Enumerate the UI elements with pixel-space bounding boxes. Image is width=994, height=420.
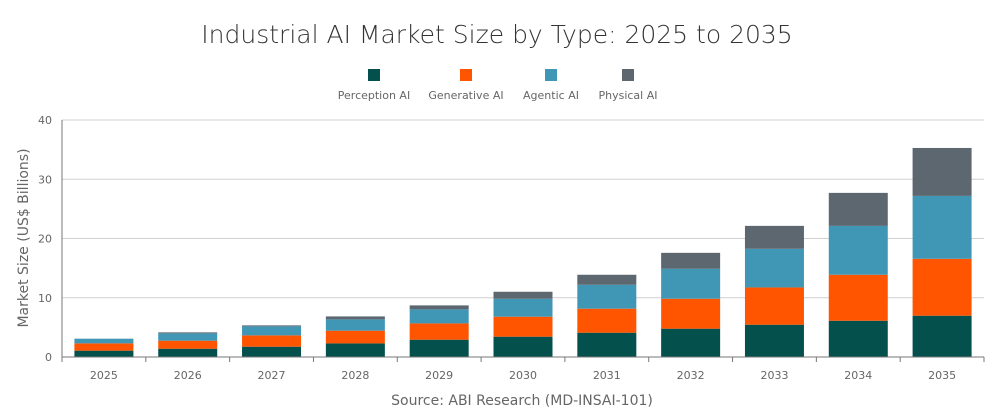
legend-item-perception-ai: Perception AI	[338, 69, 410, 102]
bar-perception-ai-2031	[577, 332, 637, 357]
bar-agentic-ai-2028	[325, 319, 385, 331]
bar-generative-ai-2027	[242, 335, 302, 347]
bar-agentic-ai-2027	[242, 326, 302, 336]
bar-perception-ai-2030	[493, 336, 553, 357]
bar-physical-ai-2028	[325, 316, 385, 320]
legend: Perception AI Generative AI Agentic AI Phys…	[338, 69, 658, 102]
bar-perception-ai-2034	[828, 320, 888, 357]
bar-physical-ai-2030	[493, 291, 553, 299]
legend-item-agentic-ai: Agentic AI	[523, 69, 579, 102]
bar-generative-ai-2034	[828, 274, 888, 321]
y-tick-label: 40	[38, 114, 52, 127]
legend-swatch	[622, 69, 634, 81]
bar-agentic-ai-2031	[577, 284, 637, 309]
x-tick-label: 2031	[593, 369, 621, 382]
x-tick-label: 2035	[928, 369, 956, 382]
bar-agentic-ai-2033	[744, 248, 804, 288]
legend-swatch	[460, 69, 472, 81]
bar-agentic-ai-2025	[74, 338, 134, 344]
y-tick-label: 0	[45, 351, 52, 364]
bar-generative-ai-2026	[158, 340, 218, 349]
bar-physical-ai-2029	[409, 305, 469, 310]
x-tick-label: 2028	[341, 369, 369, 382]
x-tick-label: 2032	[677, 369, 705, 382]
bar-physical-ai-2031	[577, 274, 637, 285]
bar-physical-ai-2026	[158, 332, 218, 334]
x-tick-label: 2030	[509, 369, 537, 382]
bar-physical-ai-2033	[744, 225, 804, 249]
source-note: Source: ABI Research (MD-INSAI-101)	[391, 393, 653, 409]
bar-physical-ai-2035	[912, 147, 972, 196]
bar-generative-ai-2033	[744, 287, 804, 325]
bar-agentic-ai-2035	[912, 195, 972, 259]
y-tick-label: 20	[38, 233, 52, 246]
bar-generative-ai-2025	[74, 343, 134, 351]
bar-physical-ai-2032	[661, 252, 721, 269]
bar-perception-ai-2033	[744, 324, 804, 357]
y-tick-label: 30	[38, 173, 52, 186]
bar-perception-ai-2025	[74, 350, 134, 357]
bar-generative-ai-2029	[409, 323, 469, 340]
bar-generative-ai-2031	[577, 308, 637, 333]
bar-physical-ai-2034	[828, 192, 888, 226]
bar-agentic-ai-2030	[493, 298, 553, 317]
legend-item-generative-ai: Generative AI	[428, 69, 504, 102]
bar-perception-ai-2028	[325, 343, 385, 357]
bar-agentic-ai-2029	[409, 309, 469, 324]
x-tick-label: 2027	[258, 369, 286, 382]
y-axis-label: Market Size (US$ Billions)	[16, 148, 32, 327]
bar-generative-ai-2030	[493, 316, 553, 337]
legend-label: Generative AI	[428, 89, 503, 102]
bar-perception-ai-2032	[661, 328, 721, 357]
bar-agentic-ai-2034	[828, 225, 888, 275]
bar-generative-ai-2028	[325, 330, 385, 344]
x-tick-label: 2029	[425, 369, 453, 382]
y-tick-label: 10	[38, 292, 52, 305]
bar-agentic-ai-2032	[661, 268, 721, 299]
legend-swatch	[368, 69, 380, 81]
bar-perception-ai-2029	[409, 339, 469, 357]
chart-title: Industrial AI Market Size by Type: 2025 …	[201, 20, 792, 49]
bar-agentic-ai-2026	[158, 333, 218, 341]
x-tick-label: 2033	[760, 369, 788, 382]
bars	[74, 147, 972, 357]
legend-item-physical-ai: Physical AI	[598, 69, 658, 102]
bar-perception-ai-2026	[158, 348, 218, 357]
x-tick-label: 2025	[90, 369, 118, 382]
legend-label: Perception AI	[338, 89, 410, 102]
bar-generative-ai-2035	[912, 258, 972, 316]
x-tick-label: 2026	[174, 369, 202, 382]
bar-perception-ai-2027	[242, 346, 302, 357]
bar-generative-ai-2032	[661, 298, 721, 329]
x-tick-label: 2034	[844, 369, 872, 382]
bar-physical-ai-2027	[242, 325, 302, 327]
legend-swatch	[545, 69, 557, 81]
legend-label: Agentic AI	[523, 89, 579, 102]
legend-label: Physical AI	[598, 89, 657, 102]
bar-perception-ai-2035	[912, 315, 972, 357]
